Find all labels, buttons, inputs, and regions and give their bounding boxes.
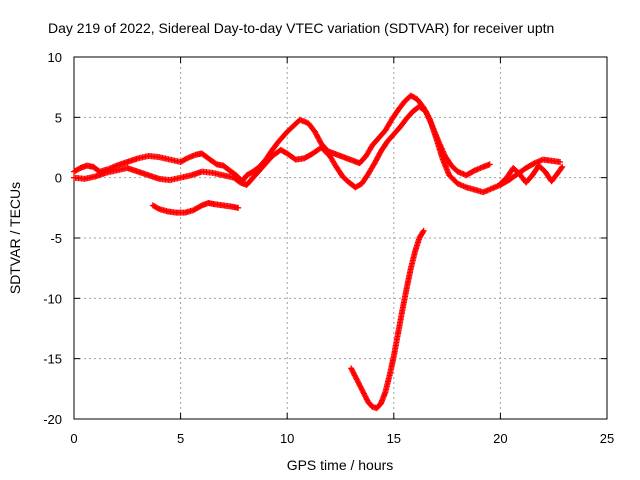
- y-tick-label: -20: [43, 412, 62, 427]
- x-tick-label: 15: [387, 431, 401, 446]
- data-point: [420, 227, 427, 234]
- data-point: [155, 205, 162, 212]
- x-tick-label: 10: [280, 431, 294, 446]
- data-point: [486, 161, 493, 168]
- x-axis-label: GPS time / hours: [287, 457, 394, 473]
- series-track-2: [71, 103, 493, 191]
- y-tick-label: -10: [43, 291, 62, 306]
- y-tick-label: -15: [43, 352, 62, 367]
- x-tick-label: 20: [493, 431, 507, 446]
- axis-ticks: 0 5 10 15 20 25 -20 -15 -10 -5 0 5 10: [43, 50, 614, 446]
- y-tick-label: 0: [55, 171, 62, 186]
- data-point: [557, 158, 564, 165]
- data-point: [559, 163, 566, 170]
- data-point: [558, 165, 565, 172]
- y-tick-label: 5: [55, 110, 62, 125]
- series-track-3: [497, 162, 566, 187]
- y-tick-label: 10: [48, 50, 62, 65]
- y-tick-label: -5: [50, 231, 62, 246]
- series-track-1: [71, 92, 564, 196]
- data-point: [235, 204, 242, 211]
- x-tick-label: 5: [177, 431, 184, 446]
- data-point: [419, 228, 426, 235]
- series-track-4: [149, 200, 242, 216]
- chart-title: Day 219 of 2022, Sidereal Day-to-day VTE…: [48, 20, 554, 36]
- x-tick-label: 25: [600, 431, 614, 446]
- x-tick-label: 0: [70, 431, 77, 446]
- series-track-5: [348, 227, 427, 412]
- data-point: [182, 156, 189, 163]
- y-axis-label: SDTVAR / TECUs: [7, 182, 23, 294]
- data-series: [71, 92, 566, 412]
